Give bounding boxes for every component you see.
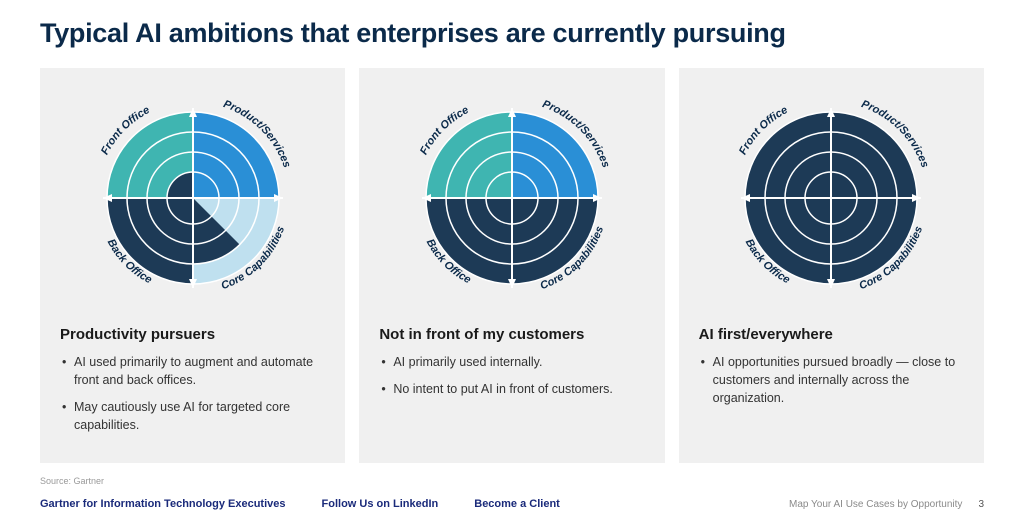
ambition-card: Front Office Product/Services Back Offic… <box>359 68 664 463</box>
page-title: Typical AI ambitions that enterprises ar… <box>40 18 786 49</box>
footer-link-linkedin[interactable]: Follow Us on LinkedIn <box>322 498 439 510</box>
quadrant-chart: Front Office Product/Services Back Offic… <box>721 88 941 308</box>
ambition-card: Front Office Product/Services Back Offic… <box>40 68 345 463</box>
footer-doc-title: Map Your AI Use Cases by Opportunity <box>789 499 962 510</box>
bullet-list: AI primarily used internally. No intent t… <box>379 353 644 398</box>
footer-link-org[interactable]: Gartner for Information Technology Execu… <box>40 498 286 510</box>
page-footer: Gartner for Information Technology Execu… <box>40 498 984 510</box>
cards-row: Front Office Product/Services Back Offic… <box>40 68 984 463</box>
quadrant-chart: Front Office Product/Services Back Offic… <box>402 88 622 308</box>
footer-link-client[interactable]: Become a Client <box>474 498 560 510</box>
bullet-item: May cautiously use AI for targeted core … <box>62 398 325 434</box>
source-text: Source: Gartner <box>40 476 104 486</box>
bullet-item: No intent to put AI in front of customer… <box>381 380 644 398</box>
bullet-item: AI used primarily to augment and automat… <box>62 353 325 389</box>
footer-page-number: 3 <box>978 499 984 510</box>
card-heading: Not in front of my customers <box>379 326 644 343</box>
bullet-list: AI used primarily to augment and automat… <box>60 353 325 435</box>
card-heading: AI first/everywhere <box>699 326 964 343</box>
ambition-card: Front Office Product/Services Back Offic… <box>679 68 984 463</box>
bullet-item: AI opportunities pursued broadly — close… <box>701 353 964 407</box>
bullet-list: AI opportunities pursued broadly — close… <box>699 353 964 407</box>
quadrant-chart: Front Office Product/Services Back Offic… <box>83 88 303 308</box>
card-heading: Productivity pursuers <box>60 326 325 343</box>
bullet-item: AI primarily used internally. <box>381 353 644 371</box>
